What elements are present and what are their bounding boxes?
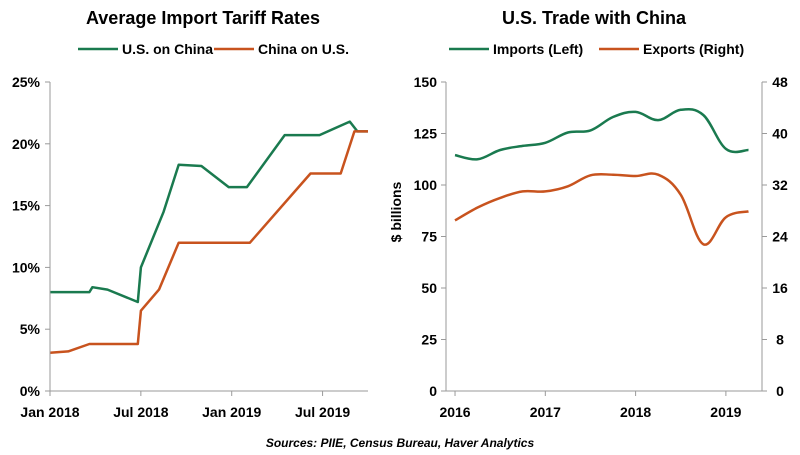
trade-x-tick-label: 2016 [439,404,470,420]
trade-legend-label-exports: Exports (Right) [643,41,744,57]
trade-left-tick-label: 75 [421,229,437,245]
trade-right-tick-label: 48 [772,74,788,90]
trade-left-tick-label: 50 [421,280,437,296]
trade-right-tick-label: 16 [772,280,788,296]
trade-right-tick-label: 24 [772,229,788,245]
source-note: Sources: PIIE, Census Bureau, Haver Anal… [266,436,535,450]
tariff-legend-label-china: China on U.S. [258,41,349,57]
trade-right-tick-label: 40 [772,126,788,142]
trade-x-tick-label: 2019 [710,404,741,420]
tariff-x-tick-label: Jul 2018 [113,404,168,420]
tariff-y-tick-label: 15% [12,198,41,214]
trade-series-exports [454,172,749,246]
tariff-chart: Average Import Tariff Rates U.S. on Chin… [12,8,368,420]
trade-right-tick-label: 32 [772,177,788,193]
tariff-y-tick-label: 20% [12,136,41,152]
tariff-series-china-on-us [49,130,368,354]
trade-left-tick-label: 150 [414,74,438,90]
trade-left-tick-label: 25 [421,332,437,348]
tariff-chart-title: Average Import Tariff Rates [86,8,320,28]
tariff-x-tick-label: Jan 2018 [20,404,79,420]
trade-chart: U.S. Trade with China Imports (Left) Exp… [388,8,788,420]
tariff-y-tick-label: 25% [12,74,41,90]
trade-legend-label-imports: Imports (Left) [493,41,583,57]
trade-left-tick-label: 0 [429,383,437,399]
trade-right-tick-label: 8 [776,332,784,348]
trade-left-tick-label: 125 [414,126,438,142]
trade-left-tick-label: 100 [414,177,438,193]
trade-y-axis-label: $ billions [388,181,404,242]
trade-x-tick-label: 2018 [620,404,651,420]
tariff-y-tick-label: 10% [12,259,41,275]
tariff-y-tick-label: 0% [20,383,41,399]
trade-right-tick-label: 0 [776,383,784,399]
tariff-legend-label-us: U.S. on China [122,41,213,57]
trade-x-tick-label: 2017 [530,404,561,420]
tariff-series-us-on-china [50,120,368,304]
trade-chart-title: U.S. Trade with China [502,8,687,28]
tariff-x-tick-label: Jul 2019 [295,404,350,420]
tariff-x-tick-label: Jan 2019 [202,404,261,420]
trade-series-imports [454,107,749,161]
tariff-y-tick-label: 5% [20,321,41,337]
